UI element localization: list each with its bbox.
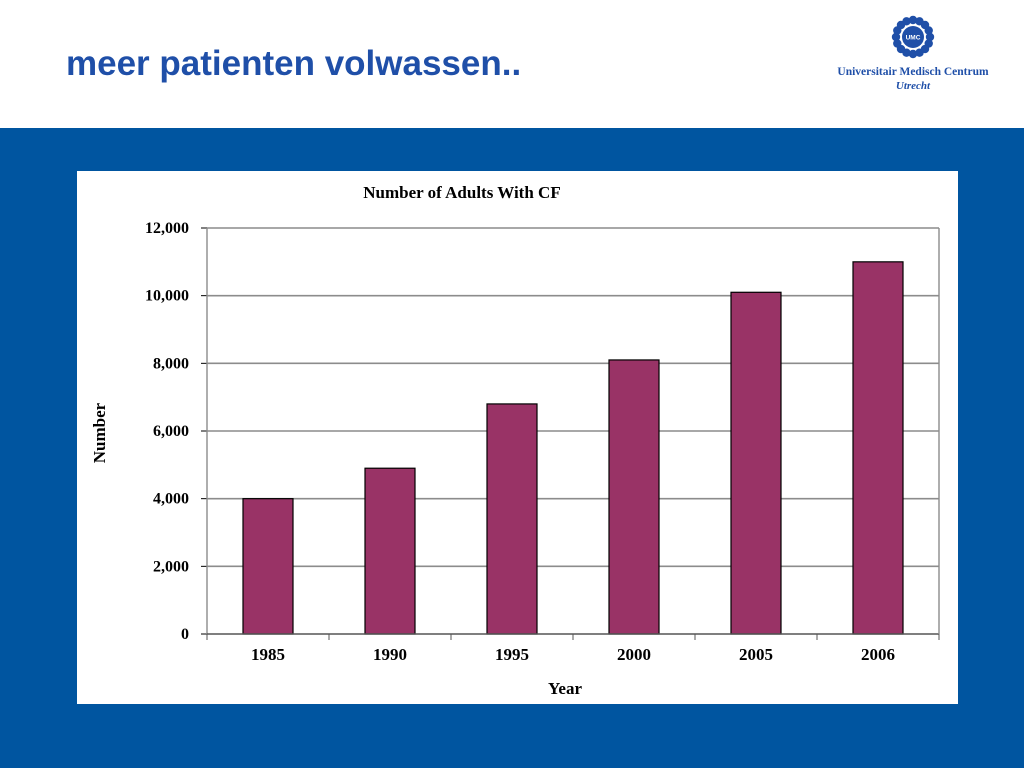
x-tick-label: 2000: [617, 645, 651, 664]
y-tick-label: 12,000: [145, 220, 189, 237]
umc-logo-icon: UMC: [891, 15, 935, 59]
x-tick-label: 2005: [739, 645, 773, 664]
y-tick-label: 10,000: [145, 288, 189, 305]
bar-2005: [730, 291, 782, 635]
logo-petal: [891, 32, 901, 42]
bar-2006: [852, 261, 904, 635]
bar-2000: [608, 359, 660, 635]
logo-petal: [915, 48, 924, 57]
chart-title: Number of Adults With CF: [363, 183, 560, 202]
logo-petal: [925, 32, 935, 42]
x-tick-label: 1985: [251, 645, 285, 664]
y-tick-label: 0: [181, 626, 189, 643]
bar-1985: [242, 498, 294, 635]
x-tick-label: 1995: [495, 645, 529, 664]
slide-header: meer patienten volwassen.. UMC Universit…: [0, 0, 1024, 128]
logo-petal: [893, 39, 902, 48]
logo-petal: [908, 15, 918, 25]
x-tick-label: 1990: [373, 645, 407, 664]
logo-petal: [924, 26, 933, 35]
logo-name: Universitair Medisch Centrum: [837, 66, 989, 78]
x-tick-label: 2006: [861, 645, 895, 664]
slide-title: meer patienten volwassen..: [66, 44, 522, 83]
chart-panel: Number of Adults With CF 0 2,000 4,000 6,00…: [77, 171, 958, 704]
x-axis-label: Year: [548, 679, 582, 698]
logo-city: Utrecht: [895, 80, 931, 92]
y-axis-label: Number: [90, 402, 109, 463]
logo-petal: [902, 17, 911, 26]
y-tick-label: 2,000: [153, 558, 189, 575]
y-tick-label: 8,000: [153, 355, 189, 372]
bar-1990: [364, 467, 416, 635]
bar-chart: Number of Adults With CF 0 2,000 4,000 6,00…: [90, 183, 940, 698]
y-tick-label: 4,000: [153, 491, 189, 508]
y-tick-label: 6,000: [153, 423, 189, 440]
umc-logo: UMC Universitair Medisch Centrum Utrecht: [832, 14, 994, 94]
logo-petal: [908, 49, 918, 59]
bar-1995: [486, 403, 538, 635]
logo-mark-text: UMC: [906, 35, 921, 42]
